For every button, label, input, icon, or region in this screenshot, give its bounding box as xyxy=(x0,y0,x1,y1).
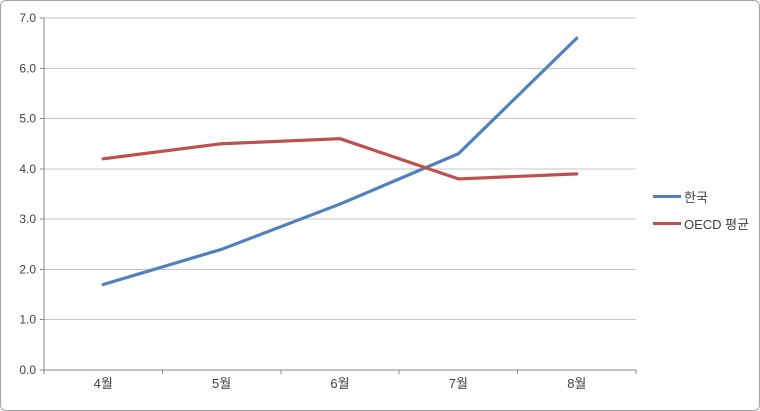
y-tick-label: 7.0 xyxy=(19,11,36,25)
y-tick-label: 1.0 xyxy=(19,313,36,327)
oecd-series-label: OECD 평균 xyxy=(684,217,750,232)
y-tick-label: 4.0 xyxy=(19,162,36,176)
series-line-0 xyxy=(101,36,579,287)
korea-series-swatch xyxy=(653,195,681,198)
x-tick-label: 5월 xyxy=(212,376,231,391)
legend-item-korea: 한국 xyxy=(653,183,749,210)
korea-series-label: 한국 xyxy=(684,190,708,205)
x-tick-label: 8월 xyxy=(567,376,586,391)
x-tick-label: 6월 xyxy=(330,376,349,391)
y-tick-label: 5.0 xyxy=(19,112,36,126)
x-tick-label: 4월 xyxy=(94,376,113,391)
y-tick-label: 3.0 xyxy=(19,212,36,226)
oecd-series-swatch xyxy=(653,222,681,225)
y-tick-label: 0.0 xyxy=(19,363,36,377)
legend-item-oecd: OECD 평균 xyxy=(653,210,749,237)
legend: 한국 OECD 평균 xyxy=(653,183,749,237)
x-tick-label: 7월 xyxy=(449,376,468,391)
series-line-1 xyxy=(101,137,579,181)
y-tick-label: 2.0 xyxy=(19,262,36,276)
y-tick-label: 6.0 xyxy=(19,61,36,75)
